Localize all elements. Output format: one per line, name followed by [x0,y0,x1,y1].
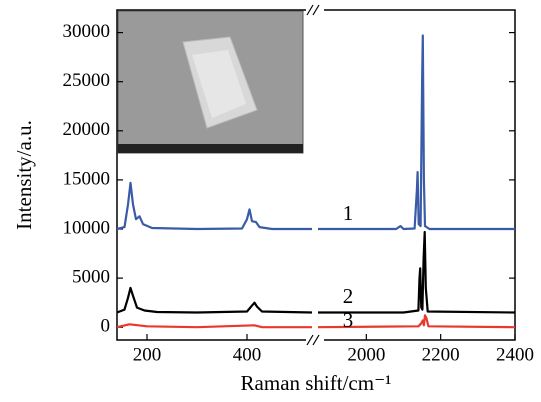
break-gap-bottom [306,334,324,346]
spectrum-line [116,286,313,314]
series-label: 3 [343,308,354,332]
break-gap-top [306,4,324,16]
spectrum-line [116,323,312,329]
x-tick-label: 2200 [422,344,460,365]
y-tick-label: 30000 [63,21,111,42]
y-tick-label: 25000 [63,70,111,91]
y-axis-label: Intensity/a.u. [12,120,36,230]
axis-break [306,4,320,346]
spectrum-line [318,34,515,231]
spectrum-line [317,314,516,329]
y-tick-label: 20000 [63,119,111,140]
series-label: 1 [343,201,354,225]
y-tick-label: 0 [101,316,111,337]
series-label: 2 [343,284,354,308]
spectrum-line [116,181,312,231]
x-tick-label: 400 [233,344,262,365]
y-tick-label: 10000 [63,217,111,238]
x-axis-label: Raman shift/cm⁻¹ [241,371,392,395]
x-tick-label: 2400 [496,344,534,365]
x-tick-label: 200 [133,344,162,365]
y-tick-label: 15000 [63,168,111,189]
inset-image [117,10,304,154]
spectrum-line [318,230,516,314]
x-tick-label: 2000 [347,344,385,365]
y-tick-label: 5000 [72,266,110,287]
